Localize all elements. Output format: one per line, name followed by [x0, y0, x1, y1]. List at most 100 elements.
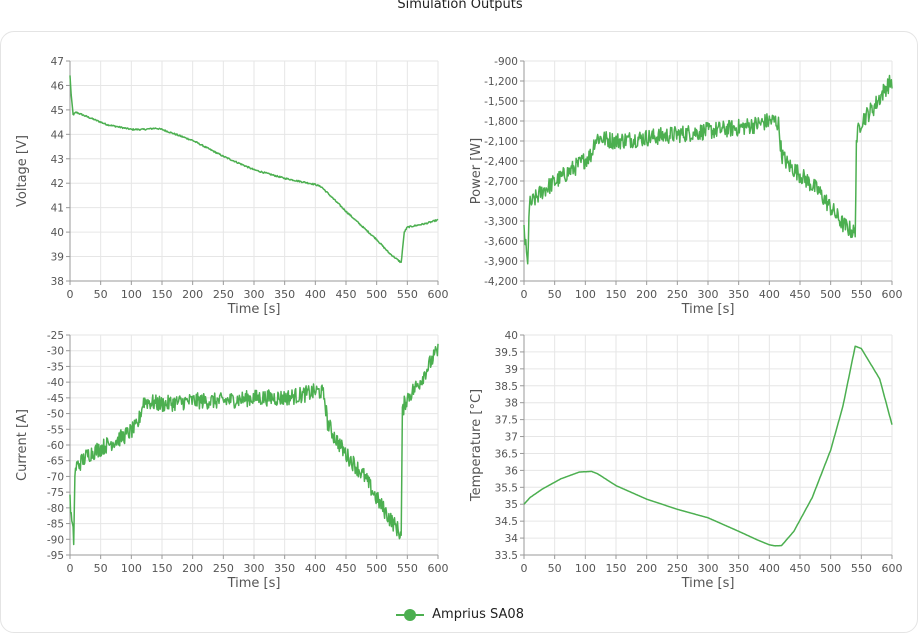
y-tick-label: -1,200	[484, 76, 518, 88]
y-tick-label: 43	[51, 154, 64, 166]
y-tick-label: 35	[505, 499, 518, 511]
series-line	[69, 343, 439, 546]
x-tick-label: 550	[851, 562, 872, 575]
x-tick-label: 550	[851, 288, 872, 301]
chart-title: Simulation Outputs	[397, 0, 523, 12]
x-tick-label: 100	[121, 562, 142, 575]
y-axis-label: Voltage [V]	[15, 135, 30, 207]
y-tick-label: 34.5	[495, 516, 518, 528]
x-tick-label: 400	[759, 288, 780, 301]
y-tick-label: 39	[51, 252, 64, 264]
y-tick-label: -3,900	[484, 256, 518, 268]
x-tick-label: 50	[548, 288, 562, 301]
x-tick-label: 50	[548, 562, 562, 575]
y-tick-label: 40	[505, 330, 518, 342]
x-tick-label: 200	[182, 288, 203, 301]
x-tick-label: 550	[397, 562, 418, 575]
x-tick-label: 100	[121, 288, 142, 301]
y-tick-label: 46	[51, 80, 65, 92]
x-tick-label: 450	[790, 562, 811, 575]
y-tick-label: 37.5	[495, 415, 518, 427]
x-tick-label: 400	[305, 288, 326, 301]
x-tick-label: 100	[575, 562, 596, 575]
chart-panel	[0, 31, 918, 633]
x-tick-label: 600	[428, 562, 449, 575]
y-tick-label: -2,400	[484, 156, 518, 168]
y-tick-label: -3,300	[484, 216, 518, 228]
y-tick-label: -1,500	[484, 96, 518, 108]
x-tick-label: 300	[698, 288, 719, 301]
x-tick-label: 0	[521, 288, 528, 301]
subplots-canvas: 0 50 100 150 200 250 300 350 400 450 500 550 6003839…	[15, 56, 903, 591]
y-tick-label: -80	[47, 503, 64, 515]
x-tick-label: 50	[94, 562, 108, 575]
x-tick-label: 150	[606, 288, 627, 301]
x-tick-label: 200	[636, 562, 657, 575]
x-tick-label: 600	[882, 288, 903, 301]
x-tick-label: 450	[336, 562, 357, 575]
series-line	[69, 75, 439, 264]
x-tick-label: 350	[274, 288, 295, 301]
y-tick-label: -3,000	[484, 196, 518, 208]
legend[interactable]: Amprius SA08	[0, 607, 920, 622]
x-tick-label: 150	[606, 562, 627, 575]
x-tick-label: 550	[397, 288, 418, 301]
y-tick-label: -65	[47, 456, 64, 468]
y-tick-label: -30	[47, 346, 64, 358]
subplot-3: 0 50 100 150 200 250 300 350 400 450 500 550 600 -95 -…	[15, 330, 449, 591]
x-tick-label: 300	[244, 288, 265, 301]
x-tick-label: 600	[882, 562, 903, 575]
series-line	[523, 345, 893, 547]
y-tick-label: -45	[47, 393, 64, 405]
x-tick-label: 600	[428, 288, 449, 301]
y-tick-label: -40	[47, 377, 64, 389]
x-tick-label: 200	[182, 562, 203, 575]
y-tick-label: 34	[505, 533, 519, 545]
x-tick-label: 350	[728, 562, 749, 575]
x-tick-label: 300	[698, 562, 719, 575]
y-tick-label: -55	[47, 424, 64, 436]
y-tick-label: 36.5	[495, 448, 518, 460]
x-tick-label: 0	[67, 288, 74, 301]
y-tick-label: -70	[47, 471, 64, 483]
x-tick-label: 0	[67, 562, 74, 575]
y-tick-label: -95	[47, 550, 64, 562]
x-axis-label: Time [s]	[681, 576, 735, 591]
y-tick-label: 40	[51, 227, 64, 239]
y-tick-label: 37	[505, 432, 518, 444]
x-tick-label: 500	[820, 288, 841, 301]
x-tick-label: 50	[94, 288, 108, 301]
legend-series-label: Amprius SA08	[432, 607, 524, 622]
x-axis-label: Time [s]	[227, 576, 281, 591]
subplot-1: 0 50 100 150 200 250 300 350 400 450 500 550 600 38 39…	[15, 56, 449, 317]
y-tick-label: -1,800	[484, 116, 518, 128]
x-tick-label: 100	[575, 288, 596, 301]
y-tick-label: -50	[47, 409, 64, 421]
y-axis-label: Power [W]	[469, 138, 484, 204]
y-tick-label: 38.5	[495, 381, 518, 393]
y-axis-label: Current [A]	[15, 409, 30, 481]
y-tick-label: 45	[51, 105, 64, 117]
x-tick-label: 450	[336, 288, 357, 301]
y-tick-label: 42	[51, 178, 64, 190]
x-tick-label: 200	[636, 288, 657, 301]
x-axis-label: Time [s]	[681, 302, 735, 317]
y-tick-label: 33.5	[495, 550, 518, 562]
x-tick-label: 250	[667, 288, 688, 301]
legend-series-marker-icon	[396, 608, 424, 621]
x-tick-label: 250	[213, 562, 234, 575]
subplot-4: 0 50 100 150 200 250 300 350 400 450 500 550 600 33.5…	[469, 330, 903, 591]
x-tick-label: 450	[790, 288, 811, 301]
subplot-2: 0 50 100 150 200 250 300 350 400 450 500 550 600 -4,2…	[469, 56, 903, 317]
y-tick-label: -900	[494, 56, 518, 68]
y-tick-label: -25	[47, 330, 64, 342]
x-tick-label: 400	[759, 562, 780, 575]
series-line	[523, 74, 893, 265]
y-tick-label: -60	[47, 440, 64, 452]
y-axis-label: Temperature [°C]	[469, 389, 484, 502]
x-tick-label: 0	[521, 562, 528, 575]
y-tick-label: 47	[51, 56, 64, 68]
x-tick-label: 150	[152, 288, 173, 301]
y-tick-label: -35	[47, 361, 64, 373]
y-tick-label: -2,700	[484, 176, 518, 188]
